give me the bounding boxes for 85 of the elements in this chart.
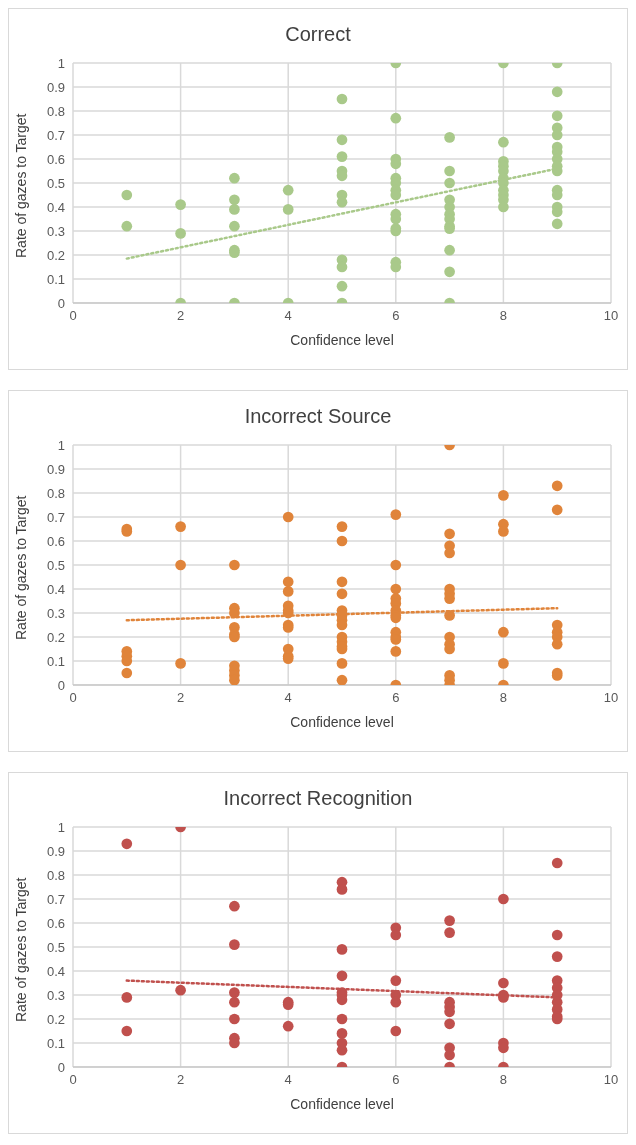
x-tick-label: 0 [69, 1072, 77, 1088]
x-tick-label: 4 [284, 690, 292, 706]
y-tick-label: 0.4 [46, 199, 65, 215]
point [551, 929, 563, 941]
x-tick-label: 10 [603, 308, 619, 324]
point [121, 992, 133, 1003]
x-tick-label: 8 [499, 308, 508, 324]
y-tick-label: 0.1 [46, 271, 65, 287]
point [336, 1013, 348, 1025]
y-tick-label: 0.5 [46, 557, 65, 573]
x-tick-label: 4 [284, 308, 292, 324]
x-tick-label: 6 [392, 1072, 400, 1088]
x-tick-label: 2 [176, 1072, 185, 1088]
y-tick-label: 0.2 [46, 247, 65, 263]
point [229, 987, 240, 998]
y-axis-title: Rate of gazes to Target [12, 113, 29, 258]
x-tick-label: 10 [603, 1072, 619, 1088]
y-tick-label: 0.7 [46, 127, 65, 143]
y-tick-label: 1 [57, 55, 65, 71]
point [229, 1013, 240, 1025]
x-tick-label: 6 [392, 690, 400, 706]
point [444, 927, 455, 938]
y-tick-label: 0.6 [46, 151, 65, 167]
y-tick-label: 0.8 [46, 103, 65, 119]
point [229, 900, 240, 912]
point [336, 1028, 348, 1039]
x-tick-label: 2 [176, 690, 185, 706]
chart-title: Correct [284, 22, 352, 47]
point [336, 884, 348, 895]
point [282, 1020, 294, 1032]
y-tick-label: 0.5 [46, 175, 65, 191]
y-tick-label: 0.8 [46, 867, 65, 883]
y-tick-label: 0.4 [46, 963, 65, 979]
y-tick-label: 0.3 [46, 605, 65, 621]
point [444, 915, 455, 926]
x-tick-label: 2 [176, 308, 185, 324]
y-tick-label: 0.8 [46, 485, 65, 501]
point [229, 996, 240, 1008]
point [175, 984, 186, 996]
point [551, 951, 563, 962]
x-axis-title: Confidence level [290, 714, 394, 730]
y-tick-label: 0.2 [46, 1011, 65, 1027]
x-tick-label: 4 [284, 1072, 292, 1088]
point [390, 1025, 402, 1037]
x-axis-title: Confidence level [290, 332, 394, 348]
y-tick-label: 0.9 [46, 79, 65, 95]
point [551, 857, 563, 869]
y-tick-label: 0.6 [46, 533, 65, 549]
y-tick-label: 0.6 [46, 915, 65, 931]
y-tick-label: 0.9 [46, 461, 65, 477]
x-tick-label: 8 [499, 690, 508, 706]
y-tick-label: 0.2 [46, 629, 65, 645]
x-tick-label: 8 [499, 1072, 508, 1088]
y-tick-label: 0.3 [46, 223, 65, 239]
y-tick-label: 0.4 [46, 581, 65, 597]
x-tick-label: 6 [392, 308, 400, 324]
point [336, 944, 348, 955]
point [498, 977, 509, 989]
point [336, 970, 348, 982]
x-tick-label: 10 [603, 690, 619, 706]
y-tick-label: 0 [57, 1059, 65, 1075]
y-axis-title: Rate of gazes to Target [12, 495, 29, 640]
point [444, 1018, 455, 1030]
point [121, 838, 133, 850]
y-tick-label: 1 [57, 819, 65, 835]
y-tick-label: 0.5 [46, 939, 65, 955]
point [390, 975, 402, 986]
y-tick-label: 0.1 [46, 653, 65, 669]
point [498, 893, 509, 905]
y-tick-label: 0 [57, 677, 65, 693]
y-tick-label: 0.1 [46, 1035, 65, 1051]
chart-title: Incorrect Source [243, 404, 393, 429]
y-axis-title: Rate of gazes to Target [12, 877, 29, 1022]
y-tick-label: 0.7 [46, 891, 65, 907]
y-tick-label: 0.7 [46, 509, 65, 525]
y-tick-label: 1 [57, 437, 65, 453]
point [229, 939, 240, 950]
x-axis-title: Confidence level [290, 1096, 394, 1112]
x-tick-label: 0 [69, 690, 77, 706]
y-tick-label: 0.9 [46, 843, 65, 859]
x-tick-label: 0 [69, 308, 77, 324]
y-tick-label: 0.3 [46, 987, 65, 1003]
y-tick-label: 0 [57, 295, 65, 311]
point [121, 1025, 133, 1037]
chart-title: Incorrect Recognition [222, 786, 414, 811]
